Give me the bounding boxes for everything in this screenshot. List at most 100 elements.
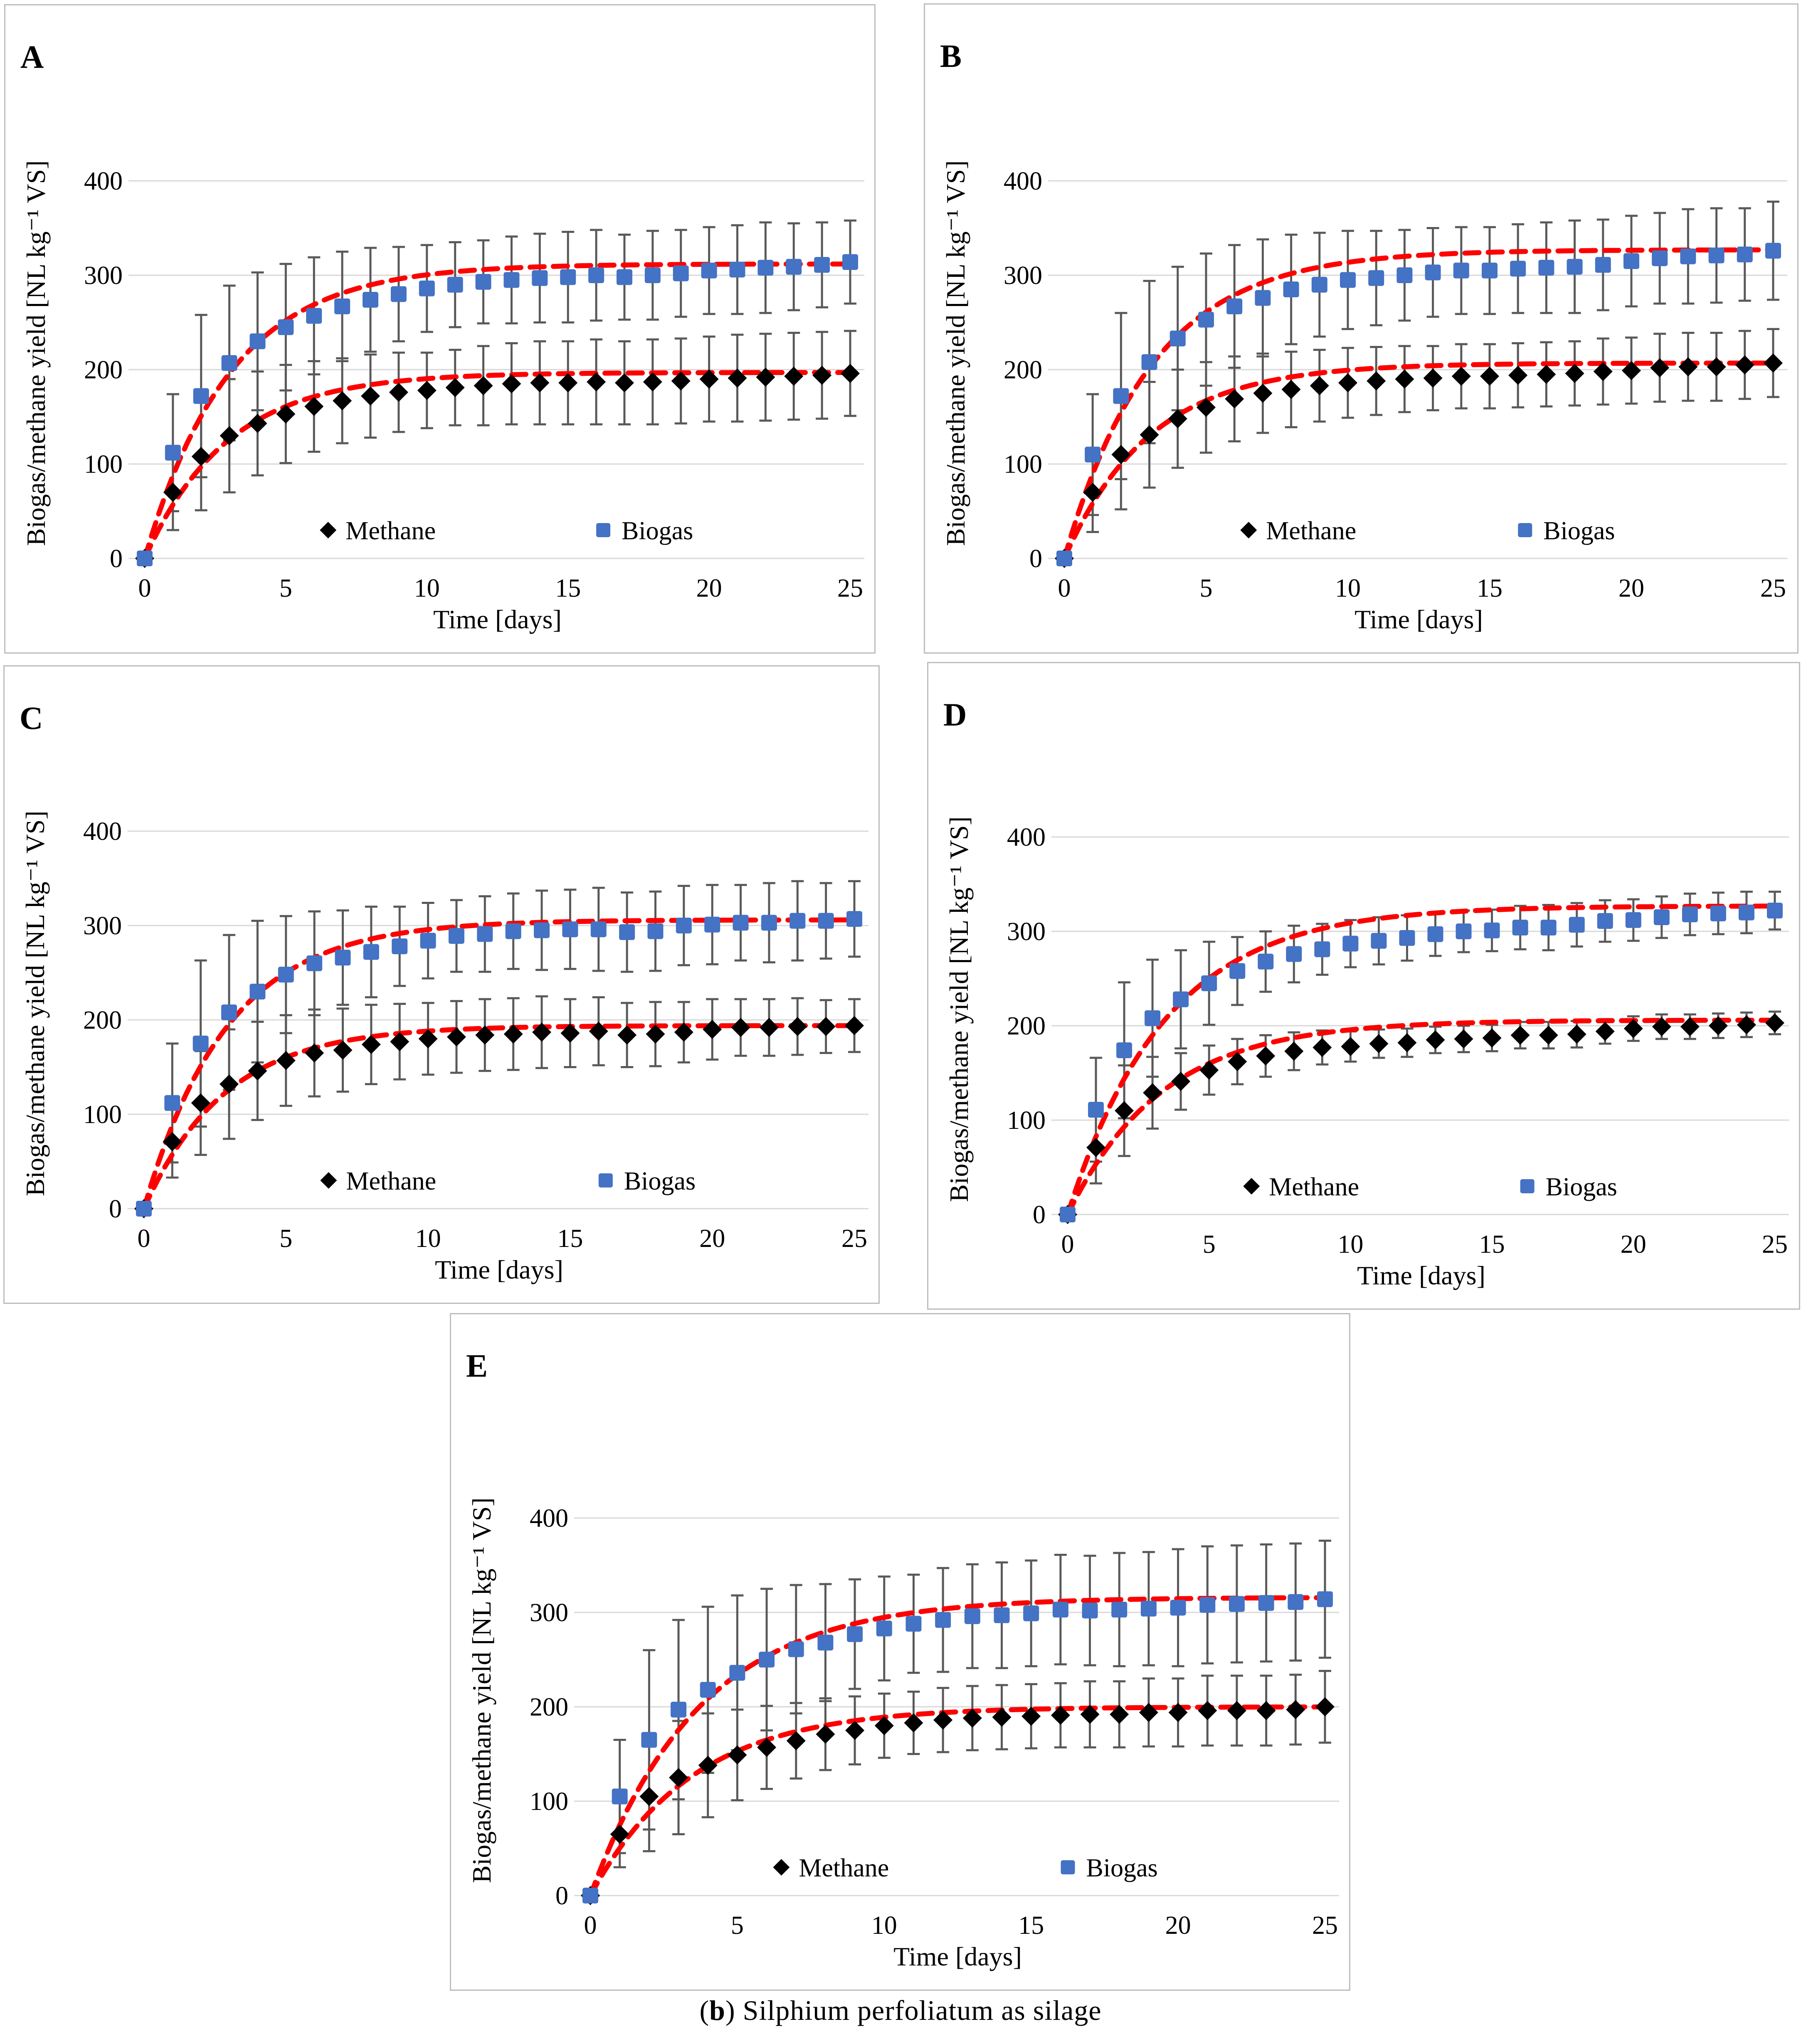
y-axis-title: Biogas/methane yield [NL kg⁻¹ VS] bbox=[941, 160, 970, 546]
methane-series-markers bbox=[1055, 353, 1783, 568]
x-tick-labels: 0 5 10 15 20 25 bbox=[1061, 1230, 1788, 1259]
fit-curve-biogas bbox=[1062, 247, 1776, 561]
svg-text:15: 15 bbox=[1018, 1911, 1044, 1940]
error-bars-methane bbox=[1061, 1010, 1781, 1219]
legend-biogas-label: Biogas bbox=[622, 517, 693, 545]
panel-c: Methane Biogas 0 100 200 300 400 0 5 10 15 20 25 Time… bbox=[3, 665, 880, 1304]
legend: Methane Biogas bbox=[320, 1167, 696, 1195]
svg-text:25: 25 bbox=[1312, 1911, 1338, 1940]
chart-c-svg: Methane Biogas 0 100 200 300 400 0 5 10 15 20 25 Time… bbox=[20, 700, 868, 1284]
gridlines bbox=[128, 180, 864, 559]
error-bars-biogas bbox=[138, 219, 856, 563]
svg-text:200: 200 bbox=[1007, 1012, 1046, 1040]
chart-a-svg: Methane Biogas 0 100 200 300 400 0 5 10 15 20 25 Time… bbox=[20, 39, 864, 634]
svg-text:100: 100 bbox=[530, 1787, 568, 1816]
svg-text:5: 5 bbox=[731, 1911, 744, 1940]
svg-text:20: 20 bbox=[696, 574, 722, 602]
legend: Methane Biogas bbox=[320, 517, 693, 545]
svg-text:300: 300 bbox=[1004, 262, 1042, 290]
fit-curve-methane bbox=[141, 1023, 857, 1211]
caption-prefix: ( bbox=[699, 1995, 710, 2026]
svg-text:200: 200 bbox=[1004, 356, 1042, 384]
svg-text:300: 300 bbox=[83, 912, 122, 940]
svg-text:10: 10 bbox=[414, 574, 440, 602]
fit-curve-biogas bbox=[588, 1595, 1327, 1898]
biogas-series-markers bbox=[137, 254, 858, 566]
biogas-series-markers bbox=[582, 1591, 1333, 1903]
svg-text:20: 20 bbox=[1621, 1230, 1646, 1259]
svg-text:15: 15 bbox=[1479, 1230, 1505, 1259]
svg-text:400: 400 bbox=[1007, 823, 1046, 852]
x-axis-title: Time [days] bbox=[433, 605, 562, 634]
fit-curve-biogas bbox=[1065, 904, 1777, 1217]
svg-text:0: 0 bbox=[110, 545, 123, 573]
svg-text:25: 25 bbox=[841, 1224, 867, 1253]
svg-text:400: 400 bbox=[1004, 167, 1042, 195]
methane-series-markers bbox=[135, 364, 860, 568]
svg-text:10: 10 bbox=[1337, 1230, 1363, 1259]
svg-text:10: 10 bbox=[871, 1911, 897, 1940]
panel-label: B bbox=[940, 38, 962, 74]
biogas-series-markers bbox=[1060, 903, 1783, 1222]
panel-label: C bbox=[20, 700, 43, 736]
svg-text:100: 100 bbox=[1007, 1106, 1046, 1135]
svg-text:400: 400 bbox=[84, 167, 123, 195]
svg-text:0: 0 bbox=[138, 1224, 150, 1253]
x-axis-title: Time [days] bbox=[1354, 605, 1483, 634]
svg-text:10: 10 bbox=[1335, 574, 1361, 602]
fit-curve-biogas bbox=[141, 917, 857, 1211]
x-axis-title: Time [days] bbox=[893, 1942, 1022, 1971]
svg-text:20: 20 bbox=[699, 1224, 725, 1253]
biogas-series-markers bbox=[1056, 242, 1781, 566]
methane-series-markers bbox=[134, 1016, 864, 1218]
y-tick-labels: 0 100 200 300 400 bbox=[1007, 823, 1046, 1229]
svg-text:25: 25 bbox=[1760, 574, 1786, 602]
svg-text:400: 400 bbox=[530, 1504, 568, 1533]
svg-text:0: 0 bbox=[1061, 1230, 1074, 1259]
legend: Methane Biogas bbox=[1240, 517, 1615, 545]
svg-text:15: 15 bbox=[555, 574, 581, 602]
legend-methane-label: Methane bbox=[346, 1167, 436, 1195]
legend-biogas-label: Biogas bbox=[624, 1167, 696, 1195]
svg-text:0: 0 bbox=[1029, 545, 1042, 573]
chart-d-svg: Methane Biogas 0 100 200 300 400 0 5 10 15 20 25 Time… bbox=[943, 696, 1789, 1290]
svg-text:5: 5 bbox=[1200, 574, 1213, 602]
svg-text:400: 400 bbox=[83, 817, 122, 846]
svg-text:0: 0 bbox=[1033, 1201, 1046, 1229]
gridlines bbox=[1048, 180, 1787, 559]
svg-text:20: 20 bbox=[1618, 574, 1644, 602]
svg-text:25: 25 bbox=[837, 574, 863, 602]
svg-text:0: 0 bbox=[1058, 574, 1071, 602]
y-axis-title: Biogas/methane yield [NL kg⁻¹ VS] bbox=[20, 811, 50, 1196]
legend-biogas-label: Biogas bbox=[1543, 517, 1615, 545]
panel-label: E bbox=[466, 1348, 488, 1384]
panel-b: Methane Biogas 0 100 200 300 400 0 5 10 15 20 25 Time… bbox=[924, 3, 1799, 654]
legend-biogas-label: Biogas bbox=[1546, 1173, 1617, 1201]
svg-text:0: 0 bbox=[584, 1911, 597, 1940]
figure-caption: (b) Silphium perfoliatum as silage bbox=[0, 1994, 1801, 2027]
x-tick-labels: 0 5 10 15 20 25 bbox=[584, 1911, 1338, 1940]
y-tick-labels: 0 100 200 300 400 bbox=[84, 167, 123, 573]
fit-curve-methane bbox=[142, 370, 853, 561]
y-axis-title: Biogas/methane yield [NL kg⁻¹ VS] bbox=[21, 160, 51, 546]
svg-text:15: 15 bbox=[557, 1224, 583, 1253]
svg-text:0: 0 bbox=[109, 1195, 122, 1223]
legend-methane-label: Methane bbox=[799, 1854, 889, 1882]
svg-text:200: 200 bbox=[84, 356, 123, 384]
svg-text:100: 100 bbox=[1004, 450, 1042, 479]
panel-label: D bbox=[943, 696, 967, 733]
svg-text:5: 5 bbox=[279, 1224, 292, 1253]
y-tick-labels: 0 100 200 300 400 bbox=[83, 817, 122, 1223]
fit-curve-methane bbox=[1062, 360, 1776, 561]
chart-b-svg: Methane Biogas 0 100 200 300 400 0 5 10 15 20 25 Time… bbox=[940, 38, 1787, 634]
svg-text:300: 300 bbox=[1007, 918, 1046, 946]
y-axis-title: Biogas/methane yield [NL kg⁻¹ VS] bbox=[944, 817, 974, 1202]
y-axis-title: Biogas/methane yield [NL kg⁻¹ VS] bbox=[467, 1498, 496, 1884]
svg-text:0: 0 bbox=[138, 574, 151, 602]
x-tick-labels: 0 5 10 15 20 25 bbox=[138, 1224, 868, 1253]
svg-text:25: 25 bbox=[1762, 1230, 1788, 1259]
error-bars-methane bbox=[138, 330, 856, 563]
fit-curve-biogas bbox=[142, 261, 853, 561]
panel-a: Methane Biogas 0 100 200 300 400 0 5 10 15 20 25 Time… bbox=[4, 4, 876, 654]
